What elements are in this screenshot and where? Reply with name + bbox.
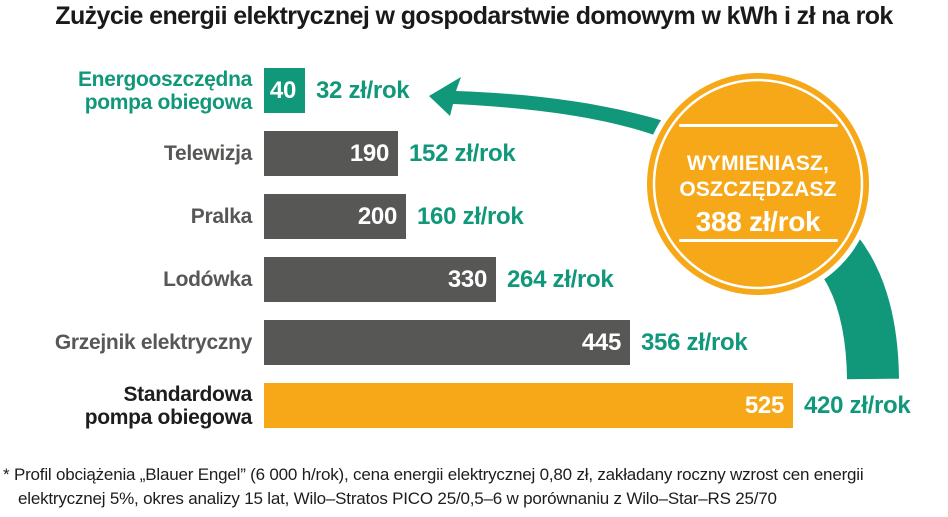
category-label: Grzejnik elektryczny [54, 331, 252, 354]
cost-value-label: 160 zł/rok [417, 203, 524, 230]
chart-row: Standardowa pompa obiegowa 525 420 zł/rok [0, 382, 948, 429]
kwh-value-label: 40 [269, 77, 296, 104]
value-bar: 330 [264, 257, 496, 302]
footnote: * Profil obciążenia „Blauer Engel” (6 00… [3, 463, 945, 511]
kwh-value-label: 190 [349, 140, 389, 167]
chart-row: Pralka 200 160 zł/rok [0, 194, 948, 239]
kwh-value-label: 525 [744, 392, 784, 419]
footnote-line-1: * Profil obciążenia „Blauer Engel” (6 00… [3, 465, 864, 484]
cost-value-label: 32 zł/rok [316, 77, 410, 104]
value-bar: 445 [264, 320, 630, 365]
cost-value-label: 264 zł/rok [507, 266, 614, 293]
kwh-value-label: 445 [581, 329, 621, 356]
category-label: Telewizja [164, 142, 252, 165]
value-bar: 200 [264, 194, 406, 239]
chart-title: Zużycie energii elektrycznej w gospodars… [55, 2, 893, 30]
kwh-value-label: 200 [357, 203, 397, 230]
chart-row: Energooszczędna pompa obiegowa 40 32 zł/rok [0, 67, 948, 114]
kwh-value-label: 330 [447, 266, 487, 293]
category-label: Standardowa pompa obiegowa [84, 382, 253, 429]
category-label: Pralka [190, 205, 253, 228]
category-label: Lodówka [163, 268, 252, 291]
cost-value-label: 420 zł/rok [804, 392, 911, 419]
chart-row: Grzejnik elektryczny 445 356 zł/rok [0, 320, 948, 365]
value-bar: 525 [264, 383, 793, 428]
value-bar: 40 [264, 68, 305, 113]
cost-value-label: 356 zł/rok [641, 329, 748, 356]
category-label: Energooszczędna pompa obiegowa [77, 67, 252, 114]
chart-row: Telewizja 190 152 zł/rok [0, 131, 948, 176]
value-bar: 190 [264, 131, 398, 176]
chart-row: Lodówka 330 264 zł/rok [0, 257, 948, 302]
cost-value-label: 152 zł/rok [409, 140, 516, 167]
footnote-line-2: elektrycznej 5%, okres analizy 15 lat, W… [18, 489, 777, 508]
